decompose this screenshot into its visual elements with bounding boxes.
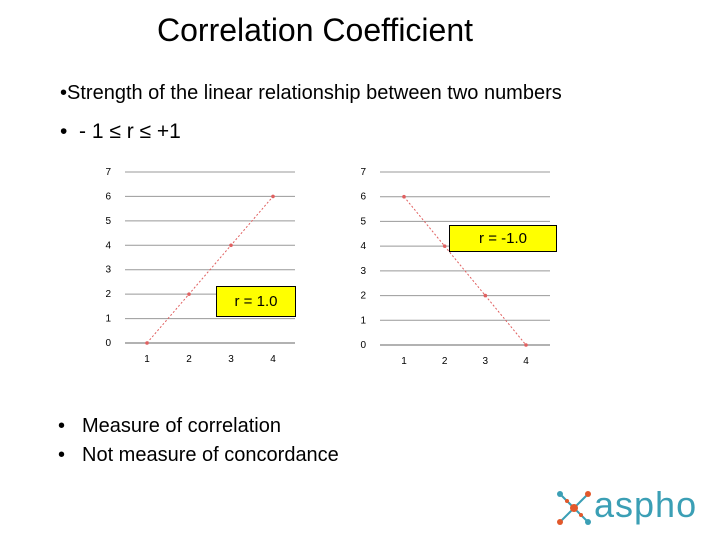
x-tick-label: 2 bbox=[186, 354, 192, 365]
x-tick-label: 2 bbox=[442, 356, 448, 367]
data-point bbox=[524, 343, 528, 347]
data-point bbox=[402, 194, 406, 199]
y-tick-label: 3 bbox=[360, 266, 366, 277]
aspho-logo: aspho bbox=[554, 484, 714, 528]
y-tick-label: 4 bbox=[360, 241, 366, 252]
r-label-positive: r = 1.0 bbox=[216, 286, 296, 317]
series-line bbox=[146, 196, 274, 344]
x-tick-label: 4 bbox=[270, 354, 276, 365]
y-tick-label: 0 bbox=[360, 340, 366, 351]
chart-positive-correlation: 0 1 2 3 4 5 6 7 1 2 3 4 bbox=[105, 167, 295, 365]
y-tick-label: 5 bbox=[105, 216, 111, 227]
bullet-range: • - 1 ≤ r ≤ +1 bbox=[60, 120, 181, 144]
slide-title: Correlation Coefficient bbox=[157, 12, 474, 48]
bullet-text: Not measure of concordance bbox=[82, 444, 339, 466]
bullet-text: Measure of correlation bbox=[82, 415, 281, 437]
bottom-bullet-list: • Measure of correlation • Not measure of … bbox=[58, 412, 339, 470]
y-tick-label: 3 bbox=[105, 265, 111, 276]
x-tick-label: 1 bbox=[144, 354, 150, 365]
y-tick-label: 0 bbox=[105, 338, 111, 349]
y-tick-label: 1 bbox=[105, 314, 111, 325]
data-point bbox=[271, 194, 275, 199]
bullet-marker: • bbox=[60, 120, 68, 143]
series-line bbox=[403, 196, 527, 346]
y-tick-label: 2 bbox=[360, 291, 366, 302]
chart-negative-correlation: 0 1 2 3 4 5 6 7 1 2 3 4 bbox=[360, 167, 550, 367]
y-tick-label: 5 bbox=[360, 216, 366, 227]
y-tick-label: 7 bbox=[105, 167, 111, 178]
y-tick-label: 1 bbox=[360, 315, 366, 326]
y-tick-label: 2 bbox=[105, 289, 111, 300]
x-tick-label: 3 bbox=[228, 354, 234, 365]
x-tick-label: 3 bbox=[483, 356, 489, 367]
r-label-negative: r = -1.0 bbox=[449, 225, 557, 252]
bullet-marker: • bbox=[60, 82, 68, 104]
bullet-text: Strength of the linear relationship betw… bbox=[67, 82, 562, 104]
data-point bbox=[145, 341, 149, 345]
y-tick-label: 6 bbox=[105, 191, 111, 202]
data-point bbox=[187, 292, 191, 296]
aspho-molecule-icon bbox=[557, 491, 591, 525]
y-tick-label: 6 bbox=[360, 192, 366, 203]
logo-wordmark: aspho bbox=[594, 484, 698, 525]
y-tick-label: 7 bbox=[360, 167, 366, 178]
bullet-marker: • bbox=[58, 415, 66, 437]
data-point bbox=[483, 293, 488, 298]
data-point bbox=[442, 244, 447, 248]
bullet-marker: • bbox=[58, 444, 66, 466]
bullet-strength: •Strength of the linear relationship bet… bbox=[60, 82, 562, 105]
x-tick-label: 1 bbox=[401, 356, 407, 367]
bullet-measure-correlation: • Measure of correlation bbox=[58, 412, 339, 441]
x-tick-label: 4 bbox=[523, 356, 529, 367]
data-point bbox=[229, 243, 233, 248]
bullet-not-concordance: • Not measure of concordance bbox=[58, 441, 339, 470]
y-tick-label: 4 bbox=[105, 240, 111, 251]
bullet-text: - 1 ≤ r ≤ +1 bbox=[79, 120, 181, 143]
